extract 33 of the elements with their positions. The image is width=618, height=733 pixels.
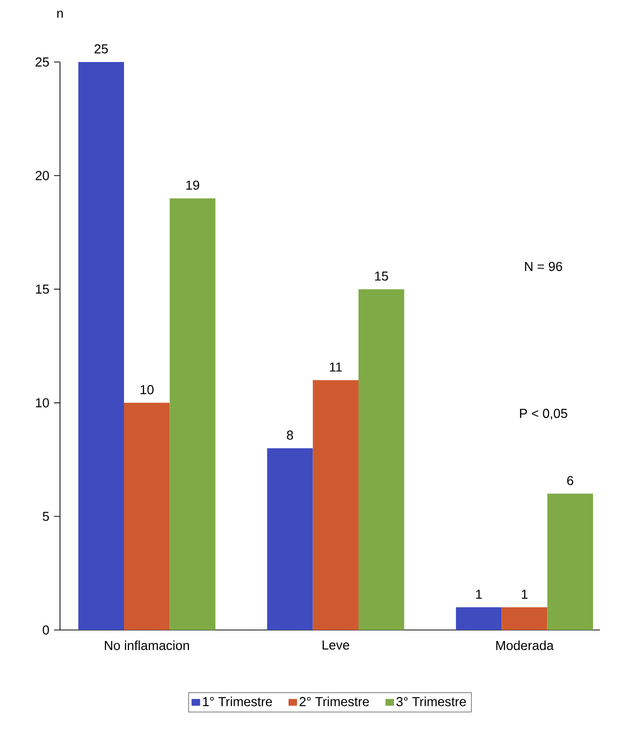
bar [456, 607, 502, 630]
y-tick-label: 15 [36, 284, 49, 294]
bar [502, 607, 548, 630]
x-tick-label: Moderada [496, 640, 554, 650]
data-label: 10 [140, 385, 154, 394]
legend-label: 1° Trimestre [203, 696, 272, 706]
data-label: 8 [286, 430, 294, 440]
data-label: 25 [94, 44, 108, 54]
x-tick-label: Leve [322, 640, 350, 650]
bar [267, 448, 313, 630]
y-tick-label: 20 [36, 170, 49, 180]
data-label: 6 [567, 476, 574, 486]
bar [547, 494, 594, 630]
y-tick-label: 5 [42, 512, 49, 521]
bar [124, 402, 170, 630]
y-tick-label: 0 [42, 625, 49, 635]
legend-label: 3° Trimestre [396, 696, 466, 706]
annotation: N = 96 [525, 262, 562, 272]
data-label: 15 [375, 272, 388, 281]
data-label: 1 [476, 590, 482, 599]
y-axis-title: n [57, 10, 63, 18]
y-tick-label: 10 [36, 398, 49, 408]
data-label: 1 [522, 590, 528, 599]
legend-label: 2° Trimestre [300, 696, 369, 706]
bar [358, 289, 404, 630]
x-tick-label: No inflamacion [104, 640, 189, 650]
data-label: 11 [330, 362, 342, 372]
annotation: P < 0,05 [520, 408, 568, 420]
bar [170, 198, 216, 630]
y-tick-label: 25 [36, 57, 49, 67]
bar [78, 62, 124, 630]
bar [312, 380, 359, 630]
data-label: 19 [186, 180, 200, 190]
